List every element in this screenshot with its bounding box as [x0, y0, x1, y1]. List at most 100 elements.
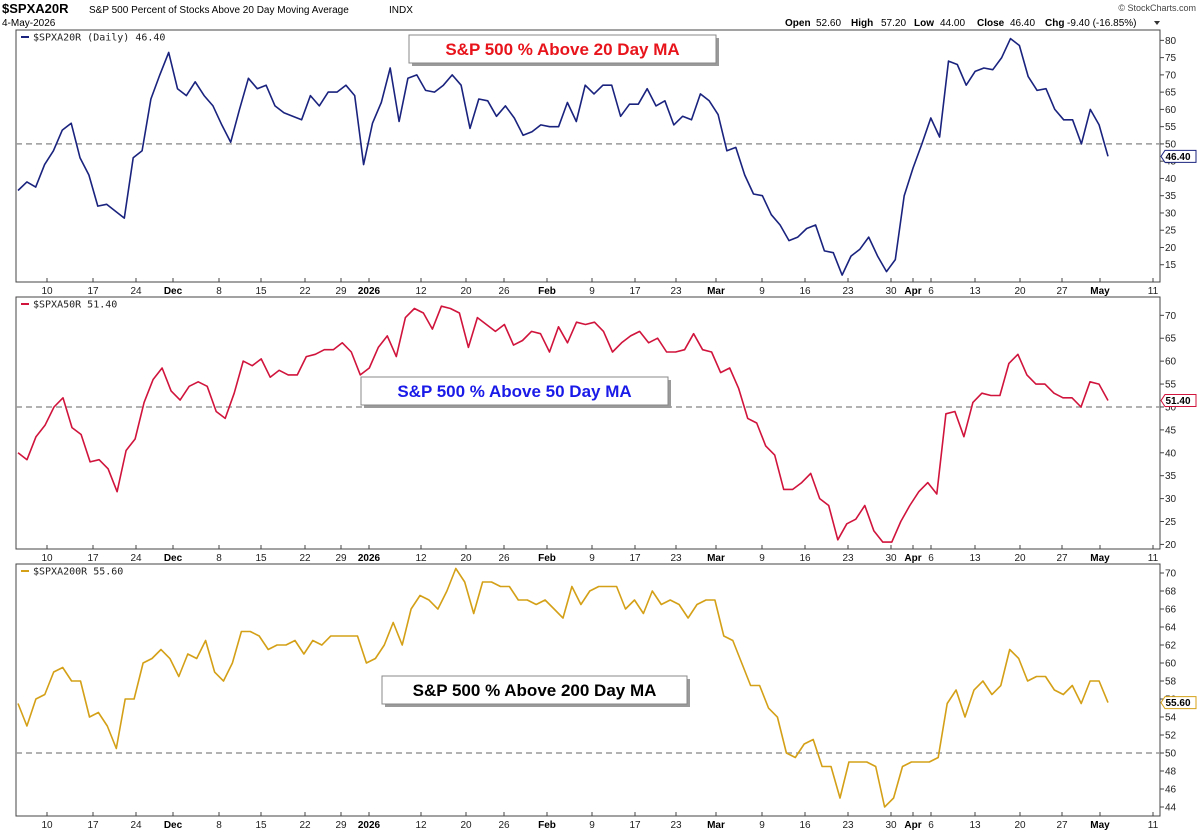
x-tick-label: 17 — [629, 820, 641, 831]
data-point — [522, 340, 523, 341]
x-tick-label: 24 — [130, 553, 142, 564]
x-tick-label: 26 — [498, 820, 510, 831]
data-point — [780, 224, 781, 225]
data-point — [593, 93, 594, 94]
data-point — [26, 459, 27, 460]
data-point — [714, 599, 715, 600]
x-tick-label: 23 — [670, 553, 682, 564]
ticker-symbol[interactable]: $SPXA20R — [2, 1, 69, 16]
data-point — [180, 400, 181, 401]
data-point — [735, 147, 736, 148]
data-point — [741, 662, 742, 663]
data-point — [518, 599, 519, 600]
data-point — [288, 374, 289, 375]
data-point — [369, 367, 370, 368]
data-point — [620, 116, 621, 117]
y-tick-label: 48 — [1165, 767, 1177, 778]
data-point — [411, 608, 412, 609]
data-point — [576, 121, 577, 122]
x-tick-label: 11 — [1148, 286, 1159, 297]
y-tick-label: 65 — [1165, 334, 1177, 345]
data-point — [531, 331, 532, 332]
data-point — [160, 649, 161, 650]
data-point — [393, 622, 394, 623]
data-point — [777, 716, 778, 717]
data-point — [294, 640, 295, 641]
x-tick-label: 11 — [1148, 553, 1159, 564]
data-point — [1035, 384, 1036, 385]
data-point — [360, 374, 361, 375]
data-point — [464, 581, 465, 582]
data-point — [232, 662, 233, 663]
data-point — [720, 372, 721, 373]
data-point — [585, 324, 586, 325]
x-tick-label: 2026 — [358, 553, 381, 564]
data-point — [143, 662, 144, 663]
data-point — [171, 390, 172, 391]
data-point — [786, 752, 787, 753]
data-point — [486, 324, 487, 325]
data-point — [975, 71, 976, 72]
y-tick-label: 75 — [1165, 53, 1177, 64]
x-tick-label: Dec — [164, 820, 183, 831]
x-tick-label: Dec — [164, 553, 183, 564]
data-point — [504, 324, 505, 325]
data-point — [17, 190, 18, 191]
x-tick-label: 8 — [216, 553, 222, 564]
annotation-box: S&P 500 % Above 200 Day MA — [381, 675, 690, 707]
data-point — [97, 206, 98, 207]
data-point — [17, 452, 18, 453]
data-point — [348, 635, 349, 636]
high-value: 57.20 — [881, 18, 906, 29]
data-point — [117, 491, 118, 492]
data-point — [842, 275, 843, 276]
y-tick-label: 46 — [1165, 785, 1177, 796]
series-line — [17, 37, 1109, 276]
data-point — [630, 335, 631, 336]
x-tick-label: Mar — [707, 820, 725, 831]
y-tick-label: 60 — [1165, 357, 1177, 368]
data-point — [225, 418, 226, 419]
data-point — [261, 358, 262, 359]
data-point — [759, 685, 760, 686]
x-tick-label: 17 — [87, 286, 99, 297]
x-tick-label: 16 — [799, 286, 811, 297]
data-point — [1000, 685, 1001, 686]
data-point — [554, 608, 555, 609]
x-tick-label: 22 — [299, 286, 311, 297]
data-point — [153, 379, 154, 380]
x-tick-label: 23 — [670, 820, 682, 831]
data-point — [142, 150, 143, 151]
low-value: 44.00 — [940, 18, 965, 29]
data-point — [652, 590, 653, 591]
data-point — [963, 436, 964, 437]
y-tick-label: 58 — [1165, 677, 1177, 688]
data-point — [133, 157, 134, 158]
data-point — [248, 78, 249, 79]
data-point — [461, 85, 462, 86]
data-point — [891, 542, 892, 543]
data-point — [98, 712, 99, 713]
value-tag-bg — [1160, 149, 1197, 163]
data-point — [414, 308, 415, 309]
x-tick-label: Feb — [538, 286, 556, 297]
data-point — [531, 131, 532, 132]
y-tick-label: 62 — [1165, 641, 1177, 652]
x-tick-label: 9 — [759, 286, 765, 297]
data-point — [918, 491, 919, 492]
data-point — [972, 402, 973, 403]
data-point — [53, 150, 54, 151]
x-tick-label: 15 — [255, 286, 267, 297]
x-tick-label: 6 — [928, 286, 934, 297]
data-point — [966, 85, 967, 86]
data-point — [495, 331, 496, 332]
y-tick-label: 66 — [1165, 605, 1177, 616]
data-point — [655, 105, 656, 106]
data-point — [312, 640, 313, 641]
chevron-down-icon[interactable] — [1154, 21, 1160, 25]
data-point — [850, 256, 851, 257]
y-tick-label: 55 — [1165, 380, 1177, 391]
data-point — [1063, 694, 1064, 695]
x-tick-label: 2026 — [358, 820, 381, 831]
data-point — [150, 98, 151, 99]
